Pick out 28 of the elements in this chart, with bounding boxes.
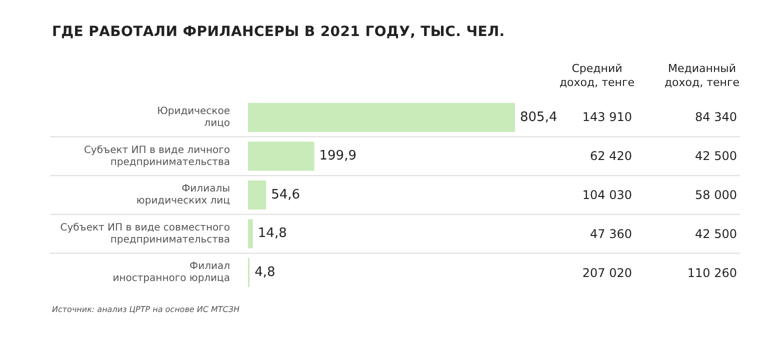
y-tick-label: Субъект ИП в виде совместного предпринимательства bbox=[60, 222, 230, 246]
data-label: 4,8 bbox=[254, 264, 276, 280]
text: Источник: анализ ЦРТР на основе ИС МТСЗН bbox=[52, 305, 240, 314]
data-label: 54,6 bbox=[271, 187, 300, 202]
data-label: 805,4 bbox=[520, 110, 558, 125]
text: 104 030 bbox=[581, 188, 632, 202]
bar bbox=[248, 102, 515, 132]
data-label: 199,9 bbox=[319, 148, 356, 164]
y-tick-label: Субъект ИП в виде личного предпринимательства bbox=[84, 144, 230, 168]
text: 143 910 bbox=[582, 110, 632, 124]
text: Медианный доход, тенге bbox=[663, 62, 741, 90]
text: Средний доход, тенге bbox=[558, 62, 636, 90]
text: 84 340 bbox=[694, 110, 737, 124]
text: 42 500 bbox=[694, 226, 737, 241]
y-tick-label: Юридическое лицо bbox=[157, 106, 230, 129]
text: 42 500 bbox=[694, 149, 737, 164]
text: 58 000 bbox=[694, 188, 737, 202]
y-tick-label: Филиалы юридических лиц bbox=[136, 184, 230, 207]
y-tick-label: Филиал иностранного юрлица bbox=[112, 261, 230, 284]
bar bbox=[248, 142, 314, 171]
text: 47 360 bbox=[589, 226, 632, 241]
chart-title: ГДЕ РАБОТАЛИ ФРИЛАНСЕРЫ В 2021 ГОДУ, ТЫС. ЧЕЛ. bbox=[52, 24, 505, 40]
text: 62 420 bbox=[589, 149, 632, 164]
text: 110 260 bbox=[686, 266, 737, 280]
data-label: 14,8 bbox=[258, 226, 287, 242]
bar bbox=[248, 219, 253, 248]
text: 207 020 bbox=[581, 266, 632, 280]
bar bbox=[248, 180, 266, 210]
